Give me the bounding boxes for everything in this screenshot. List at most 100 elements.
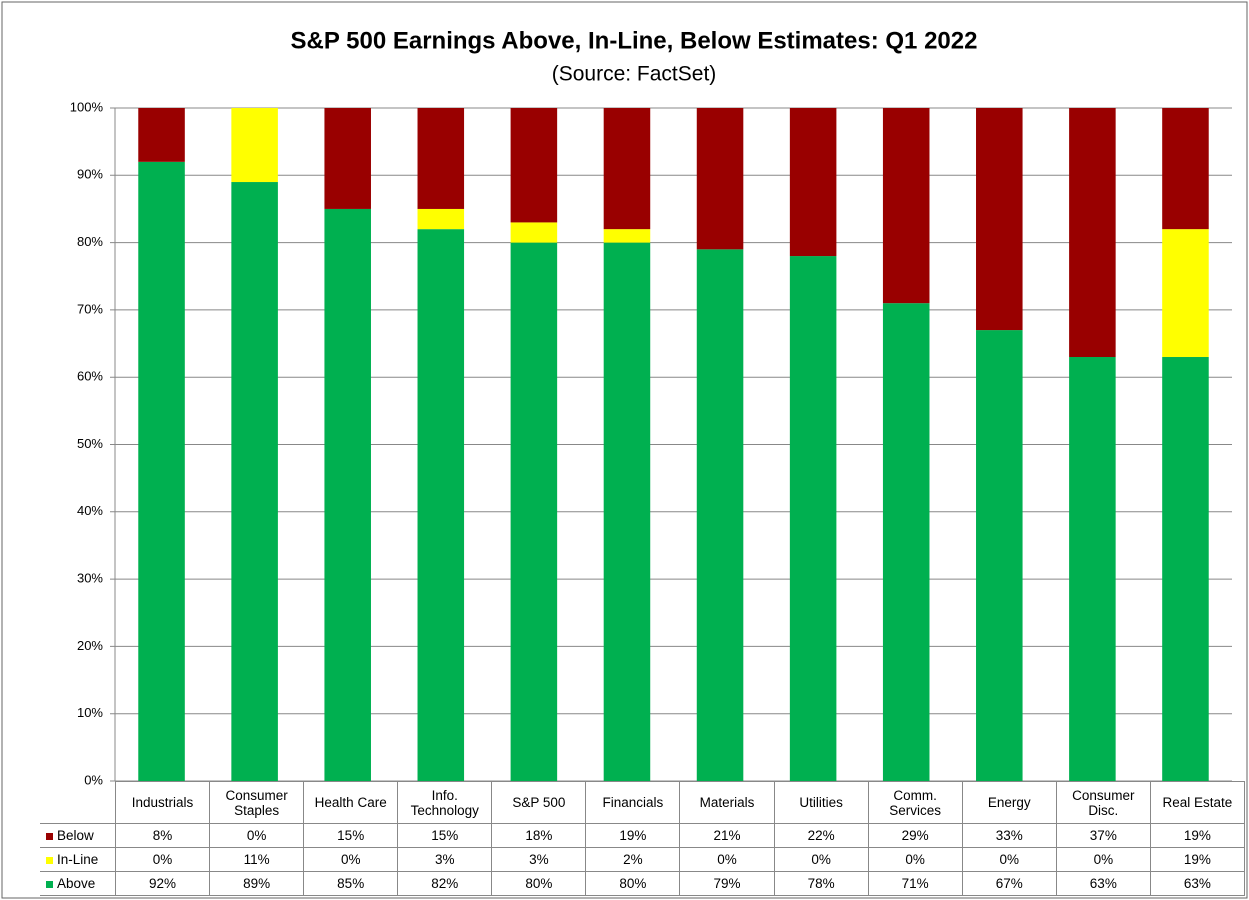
bar-segment xyxy=(231,182,278,781)
bar-segment xyxy=(882,108,930,304)
y-tick-label: 80% xyxy=(77,234,103,249)
bar-segment xyxy=(696,108,744,250)
table-value: 0% xyxy=(209,823,305,848)
bar-segment xyxy=(417,229,465,781)
category-label: Energy xyxy=(961,781,1057,824)
table-value: 67% xyxy=(961,871,1057,896)
bar-segment xyxy=(789,108,837,257)
table-value: 80% xyxy=(585,871,681,896)
category-label: Info. Technology xyxy=(397,781,493,824)
table-value: 79% xyxy=(679,871,775,896)
y-tick-label: 20% xyxy=(77,638,103,653)
table-value: 82% xyxy=(397,871,493,896)
chart-subtitle: (Source: FactSet) xyxy=(552,63,717,86)
bar-segment xyxy=(603,242,651,781)
y-tick-label: 90% xyxy=(77,167,103,182)
legend-label: In-Line xyxy=(57,852,99,867)
table-value: 18% xyxy=(491,823,587,848)
table-row: In-Line 0% 11% 0% 3% 3% 2% 0% 0% 0% 0% 0% 19% xyxy=(40,847,1245,872)
bar-segment xyxy=(882,303,930,781)
grid xyxy=(110,107,1232,782)
bar-segment xyxy=(603,229,651,243)
y-tick-label: 10% xyxy=(77,705,103,720)
bar-segment xyxy=(976,108,1023,331)
table-value: 0% xyxy=(773,847,869,872)
y-tick-label: 70% xyxy=(77,301,103,316)
bar-segment xyxy=(138,161,185,781)
legend-swatch xyxy=(46,881,53,888)
table-value: 37% xyxy=(1055,823,1151,848)
bar-segment xyxy=(789,256,837,781)
table-value: 0% xyxy=(961,847,1057,872)
category-label: Health Care xyxy=(303,781,399,824)
bar-segment xyxy=(1069,357,1116,781)
table-value: 80% xyxy=(491,871,587,896)
table-value: 92% xyxy=(114,871,211,896)
table-row: Above 92% 89% 85% 82% 80% 80% 79% 78% 71% 67% 63% 63… xyxy=(40,871,1245,896)
category-label: Real Estate xyxy=(1149,781,1245,824)
y-tick-label: 50% xyxy=(77,436,103,451)
table-value: 63% xyxy=(1055,871,1151,896)
bar-segment xyxy=(510,108,558,223)
y-tick-label: 60% xyxy=(77,369,103,384)
bar-segment xyxy=(976,330,1023,781)
table-value: 3% xyxy=(491,847,587,872)
table-value: 22% xyxy=(773,823,869,848)
bar-segment xyxy=(324,208,371,781)
table-value: 19% xyxy=(585,823,681,848)
data-table: Industrials Consumer Staples Health Care In… xyxy=(40,781,1245,896)
table-value: 3% xyxy=(397,847,493,872)
bar-segment xyxy=(510,222,558,243)
bar-segment xyxy=(1162,229,1209,358)
bar-segment xyxy=(138,108,185,162)
chart-title: S&P 500 Earnings Above, In-Line, Below E… xyxy=(291,27,978,54)
bar-segment xyxy=(417,108,465,209)
table-value: 0% xyxy=(303,847,399,872)
category-label: Financials xyxy=(585,781,681,824)
bar-segment xyxy=(324,108,371,209)
bar-segment xyxy=(1162,108,1209,230)
table-value: 0% xyxy=(867,847,963,872)
table-value: 8% xyxy=(114,823,211,848)
bar-segment xyxy=(231,108,278,183)
table-row: Below 8% 0% 15% 15% 18% 19% 21% 22% 29% 33% 37% 19% xyxy=(40,823,1245,848)
bar-segment xyxy=(510,242,558,781)
bar-segment xyxy=(603,108,651,230)
bar-segment xyxy=(417,208,465,230)
table-value: 0% xyxy=(679,847,775,872)
category-label: Consumer Staples xyxy=(209,781,305,824)
bar-segment xyxy=(696,249,744,781)
legend-cell: Below xyxy=(40,823,116,848)
table-value: 29% xyxy=(867,823,963,848)
table-value: 71% xyxy=(867,871,963,896)
legend-swatch xyxy=(46,857,53,864)
table-value: 78% xyxy=(773,871,869,896)
table-value: 15% xyxy=(303,823,399,848)
table-value: 15% xyxy=(397,823,493,848)
table-header-row: Industrials Consumer Staples Health Care In… xyxy=(40,781,1245,824)
legend-label: Below xyxy=(57,828,94,843)
y-tick-label: 40% xyxy=(77,503,103,518)
category-label: Comm. Services xyxy=(867,781,963,824)
table-value: 21% xyxy=(679,823,775,848)
category-label: S&P 500 xyxy=(491,781,587,824)
table-value: 2% xyxy=(585,847,681,872)
category-label: Utilities xyxy=(773,781,869,824)
bars xyxy=(138,108,1209,781)
table-value: 19% xyxy=(1149,823,1245,848)
category-label: Industrials xyxy=(114,781,211,824)
legend-cell: Above xyxy=(40,871,116,896)
table-value: 19% xyxy=(1149,847,1245,872)
legend-swatch xyxy=(46,833,53,840)
bar-segment xyxy=(1162,357,1209,781)
category-label: Materials xyxy=(679,781,775,824)
table-value: 0% xyxy=(114,847,211,872)
table-value: 89% xyxy=(209,871,305,896)
table-value: 63% xyxy=(1149,871,1245,896)
table-value: 33% xyxy=(961,823,1057,848)
bar-segment xyxy=(1069,108,1116,358)
y-tick-label: 100% xyxy=(70,99,104,114)
